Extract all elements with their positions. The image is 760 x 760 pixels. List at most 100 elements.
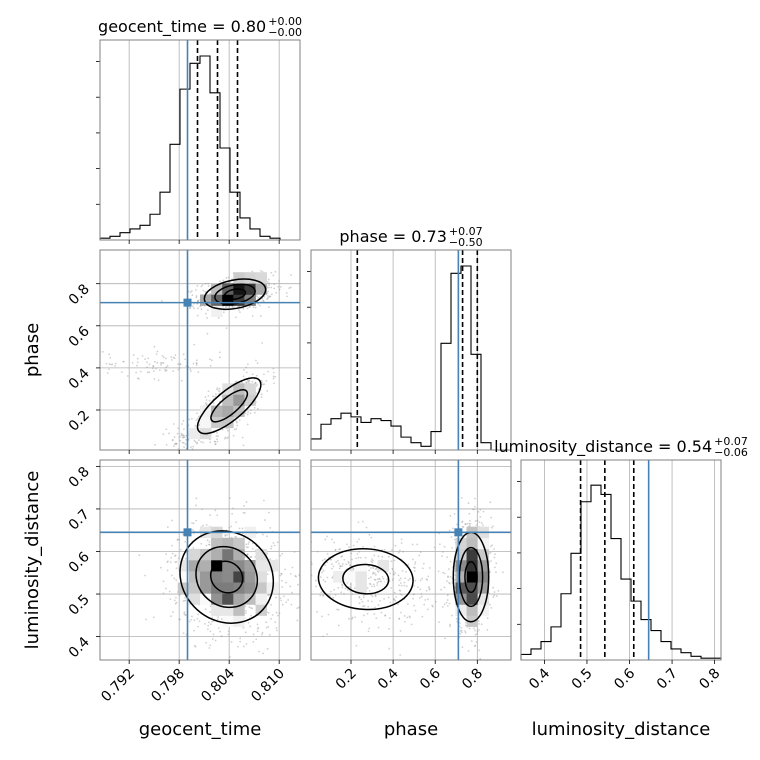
- sample-point: [456, 523, 458, 526]
- sample-point: [327, 613, 330, 616]
- density-cell: [244, 582, 256, 594]
- sample-point: [332, 565, 335, 568]
- sample-point: [348, 617, 350, 620]
- sample-point: [144, 574, 147, 577]
- sample-point: [349, 564, 351, 567]
- sample-point: [455, 617, 458, 620]
- sample-point: [183, 428, 185, 431]
- sample-point: [195, 295, 198, 297]
- sample-point: [319, 576, 322, 578]
- sample-point: [373, 606, 376, 609]
- sample-point: [267, 370, 269, 373]
- sample-point: [448, 582, 451, 585]
- sample-point: [205, 403, 208, 406]
- sample-point: [157, 379, 160, 382]
- sample-point: [370, 560, 373, 563]
- density-cell: [455, 593, 467, 605]
- sample-point: [343, 592, 345, 595]
- sample-point: [188, 307, 191, 310]
- density-cell: [244, 394, 256, 406]
- sample-point: [226, 427, 228, 430]
- sample-point: [404, 577, 407, 580]
- sample-point: [326, 552, 329, 555]
- sample-point: [408, 615, 411, 618]
- sample-point: [486, 617, 489, 620]
- sample-point: [347, 562, 350, 564]
- sample-point: [165, 369, 168, 372]
- sample-point: [231, 507, 234, 510]
- sample-point: [414, 579, 417, 582]
- sample-point: [252, 306, 255, 309]
- sample-point: [259, 315, 262, 317]
- sample-point: [443, 603, 446, 606]
- sample-point: [184, 358, 187, 361]
- sample-point: [451, 546, 454, 549]
- sample-point: [262, 383, 264, 386]
- sample-point: [400, 542, 403, 544]
- sample-point: [205, 312, 207, 315]
- y-tick-label: 0.8: [66, 464, 93, 491]
- sample-point: [171, 552, 174, 555]
- sample-point: [197, 299, 199, 302]
- sample-point: [233, 428, 236, 431]
- sample-point: [279, 597, 282, 600]
- sample-point: [244, 412, 247, 415]
- sample-point: [193, 439, 196, 442]
- sample-point: [108, 363, 111, 365]
- density-cell: [211, 593, 223, 605]
- sample-point: [291, 566, 294, 569]
- sample-point: [173, 357, 176, 360]
- sample-point: [218, 387, 221, 390]
- sample-point: [346, 589, 349, 591]
- sample-point: [193, 343, 196, 346]
- sample-point: [341, 555, 343, 558]
- sample-point: [190, 618, 193, 621]
- sample-point: [371, 572, 374, 575]
- y-tick-label: 0.4: [66, 365, 93, 392]
- sample-point: [248, 541, 250, 544]
- sample-point: [148, 371, 151, 374]
- sample-point: [166, 560, 169, 563]
- sample-point: [371, 559, 374, 562]
- density-cell: [200, 571, 212, 583]
- sample-point: [177, 557, 180, 560]
- sample-point: [162, 592, 165, 595]
- sample-point: [412, 593, 415, 596]
- sample-point: [478, 649, 481, 652]
- sample-point: [275, 596, 277, 599]
- sample-point: [377, 580, 380, 583]
- density-cell: [255, 548, 267, 561]
- sample-point: [211, 620, 214, 623]
- sample-point: [235, 421, 238, 424]
- sample-point: [418, 554, 421, 557]
- sample-point: [474, 520, 477, 522]
- sample-point: [254, 381, 257, 384]
- sample-point: [277, 285, 280, 288]
- sample-point: [265, 380, 268, 382]
- sample-point: [136, 377, 139, 380]
- sample-point: [190, 290, 193, 292]
- sample-point: [228, 526, 231, 529]
- sample-point: [369, 576, 372, 579]
- sample-point: [398, 551, 400, 554]
- sample-point: [183, 611, 186, 614]
- sample-point: [495, 562, 498, 565]
- sample-point: [446, 556, 449, 559]
- density-cell: [333, 571, 345, 583]
- sample-point: [277, 614, 279, 617]
- density-cell: [466, 604, 478, 616]
- sample-point: [184, 596, 187, 599]
- sample-point: [386, 578, 389, 581]
- contour-line: [210, 389, 249, 423]
- title-main: luminosity_distance = 0.54: [494, 437, 712, 457]
- sample-point: [392, 577, 395, 580]
- scatter-panel-phase-luminosity_distance: [310, 459, 512, 661]
- sample-point: [418, 596, 421, 599]
- sample-point: [204, 402, 207, 405]
- sample-point: [249, 412, 252, 415]
- sample-point: [173, 577, 176, 580]
- sample-point: [352, 568, 355, 571]
- sample-point: [217, 616, 220, 618]
- sample-point: [427, 575, 430, 578]
- sample-point: [493, 594, 495, 597]
